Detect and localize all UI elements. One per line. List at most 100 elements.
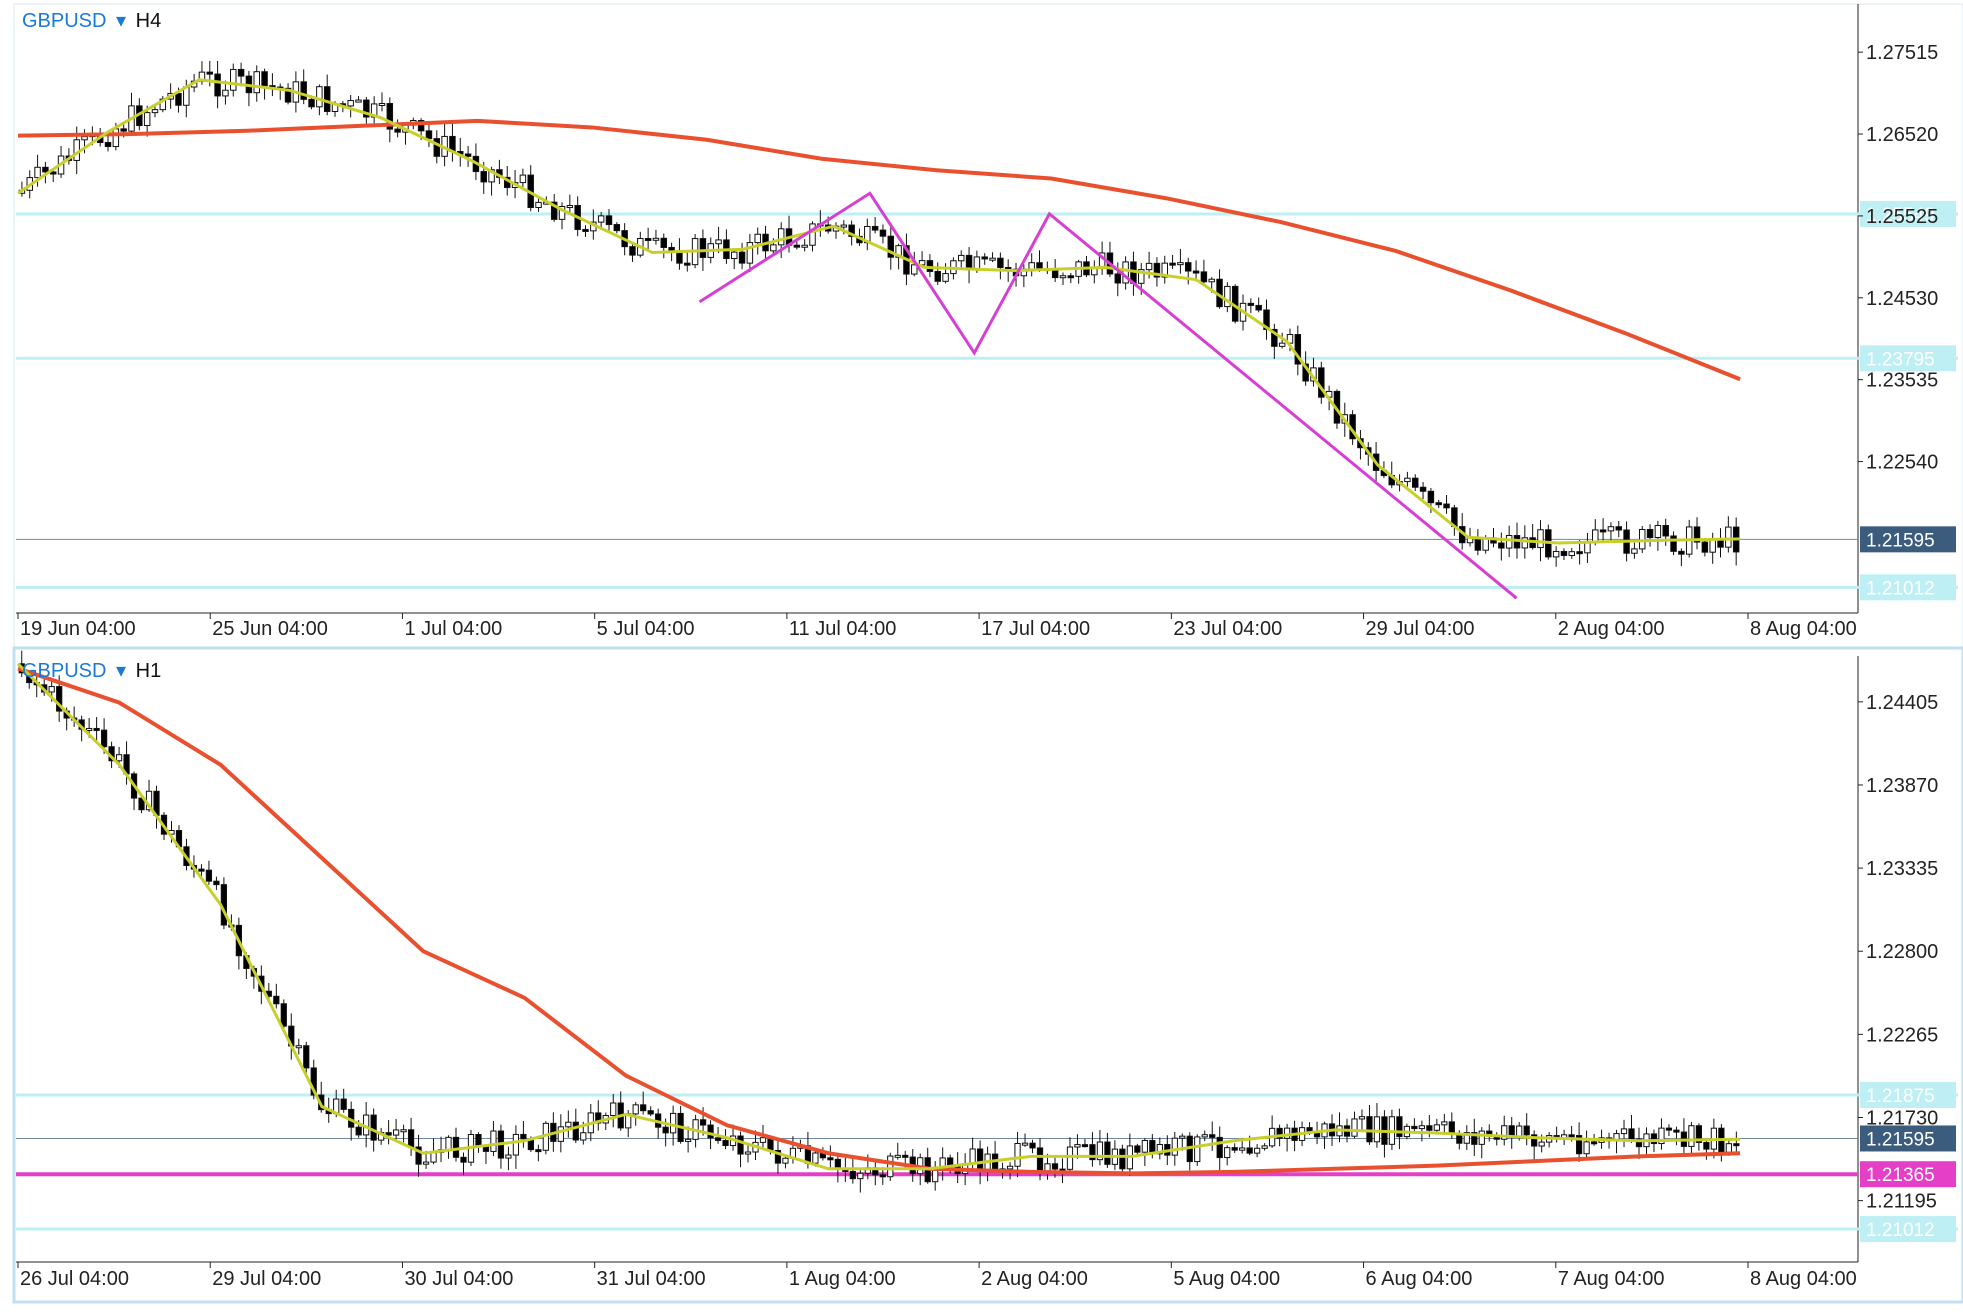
h4-candle-body [911, 264, 918, 275]
h4-candle-body [754, 233, 761, 244]
h4-symbol-label[interactable]: GBPUSD ▾ H4 [22, 10, 161, 32]
h4-symbol[interactable]: GBPUSD [22, 10, 106, 32]
h1-candle-body [115, 754, 123, 762]
h1-alert-price-tag[interactable] [1860, 1161, 1956, 1188]
h1-symbol-label[interactable]: GBPUSD ▾ H1 [22, 660, 161, 682]
h4-candle-body [676, 251, 683, 264]
h1-candle-body [1575, 1135, 1583, 1155]
h4-time-tick-label: 19 Jun 04:00 [20, 618, 136, 640]
h4-candle-body [1560, 550, 1568, 556]
h4-level-tag [1860, 345, 1956, 372]
h1-candle-body [1471, 1132, 1478, 1145]
h1-candle-body [1478, 1130, 1485, 1145]
h1-symbol[interactable]: GBPUSD [22, 660, 106, 682]
h1-candle-body [1538, 1141, 1545, 1147]
h1-candle-body [86, 727, 93, 731]
h1-price-tick-label: 1.22800 [1866, 941, 1938, 963]
h1-candle-body [1373, 1116, 1381, 1143]
h4-candle-body [848, 224, 855, 237]
h4-candle-body [715, 239, 722, 245]
h4-candle-body [535, 201, 542, 209]
h1-candle-body [1673, 1129, 1680, 1133]
h4-candle-body [1568, 551, 1576, 556]
h4-candle-body [214, 73, 221, 97]
h4-candle-body [1631, 548, 1638, 554]
h1-candle-body [1261, 1145, 1268, 1149]
h4-candle-body [347, 100, 354, 107]
h1-candle-body [1179, 1135, 1186, 1139]
h4-candle-body [1443, 503, 1450, 509]
h1-chart-panel[interactable]: 1.21875 1.21012 1.24405 1.23870 1.23335 1.22… [12, 646, 1963, 1304]
h4-candle-body [699, 238, 707, 258]
h4-dropdown-icon[interactable]: ▾ [116, 10, 126, 32]
h4-candle-body [809, 223, 816, 246]
h1-candle-body [1531, 1134, 1538, 1147]
h4-candle-body [1404, 477, 1411, 483]
h4-candle-body [1599, 529, 1607, 533]
h4-candle-body [1537, 529, 1544, 549]
h1-candle-body [280, 1003, 287, 1027]
h4-candle-body [230, 68, 237, 91]
h4-candle-body [81, 136, 88, 141]
h1-candle-body [400, 1129, 407, 1133]
h1-candle-body [1620, 1128, 1628, 1135]
h4-candle-body [652, 237, 660, 241]
h1-candle-body [1358, 1116, 1366, 1120]
h4-candle-body [488, 169, 495, 183]
h1-candle-body [452, 1136, 460, 1158]
h4-candle-body [300, 81, 307, 100]
h4-candle-body [464, 153, 472, 157]
h4-candle-body [801, 244, 808, 248]
h4-candle-body [684, 262, 691, 266]
h1-candle-body [1396, 1116, 1403, 1138]
h1-panel-background [12, 646, 1963, 1304]
h4-candle-body [104, 141, 112, 148]
h4-candle-body [120, 128, 127, 132]
h4-candle-body [1161, 262, 1168, 278]
h1-dropdown-icon[interactable]: ▾ [116, 660, 126, 682]
h4-candle-body [997, 257, 1004, 268]
h4-candle-body [777, 228, 785, 246]
h1-candle-body [1590, 1141, 1598, 1145]
h1-time-tick-label: 29 Jul 04:00 [212, 1268, 321, 1290]
h1-time-tick-label: 5 Aug 04:00 [1173, 1268, 1280, 1290]
h4-candle-body [1208, 278, 1215, 283]
h4-candle-body [1067, 275, 1075, 279]
h1-time-tick-label: 6 Aug 04:00 [1366, 1268, 1473, 1290]
h1-candle-body [205, 869, 213, 882]
h1-time-tick-label: 2 Aug 04:00 [981, 1268, 1088, 1290]
h4-time-tick-label: 25 Jun 04:00 [212, 618, 328, 640]
h1-candle-body [1239, 1147, 1246, 1151]
h4-price-tick-label: 1.24530 [1866, 288, 1938, 310]
h4-fast-ma-line [17, 78, 1741, 545]
h1-candle-body [1141, 1140, 1148, 1153]
h4-candle-body [597, 215, 605, 223]
h4-candle-body [1200, 271, 1208, 283]
h4-candle-body [417, 120, 425, 132]
h4-level-label: 1.23795 [1866, 349, 1935, 370]
h1-candle-body [1156, 1143, 1163, 1155]
h1-candle-body [490, 1130, 497, 1152]
h4-candle-body [887, 235, 895, 258]
h4-candle-body [1263, 309, 1270, 330]
h4-candle-body [394, 128, 401, 133]
h1-candle-body [827, 1157, 834, 1161]
h1-level-label: 1.21875 [1866, 1086, 1935, 1107]
h4-candle-body [222, 89, 229, 97]
h1-candle-body [1568, 1134, 1575, 1138]
h4-candle-body [1271, 328, 1278, 347]
h1-candle-body [1051, 1163, 1059, 1170]
h1-candle-body [1283, 1127, 1291, 1139]
h1-candle-body [1725, 1143, 1732, 1153]
h4-candle-body [1701, 541, 1709, 553]
h1-price-tick-label: 1.21195 [1866, 1191, 1937, 1213]
h1-candle-body [1254, 1147, 1261, 1154]
h1-candle-body [1201, 1134, 1208, 1138]
h1-candle-body [1366, 1116, 1373, 1143]
h1-candle-body [610, 1102, 617, 1117]
h4-chart-panel[interactable]: 1.25549 1.23795 1.21012 1.27515 1.26520 1.25… [13, 3, 1963, 653]
h1-candle-body [1463, 1132, 1470, 1144]
h4-candle-body [237, 68, 245, 77]
h1-candle-body [340, 1098, 347, 1110]
